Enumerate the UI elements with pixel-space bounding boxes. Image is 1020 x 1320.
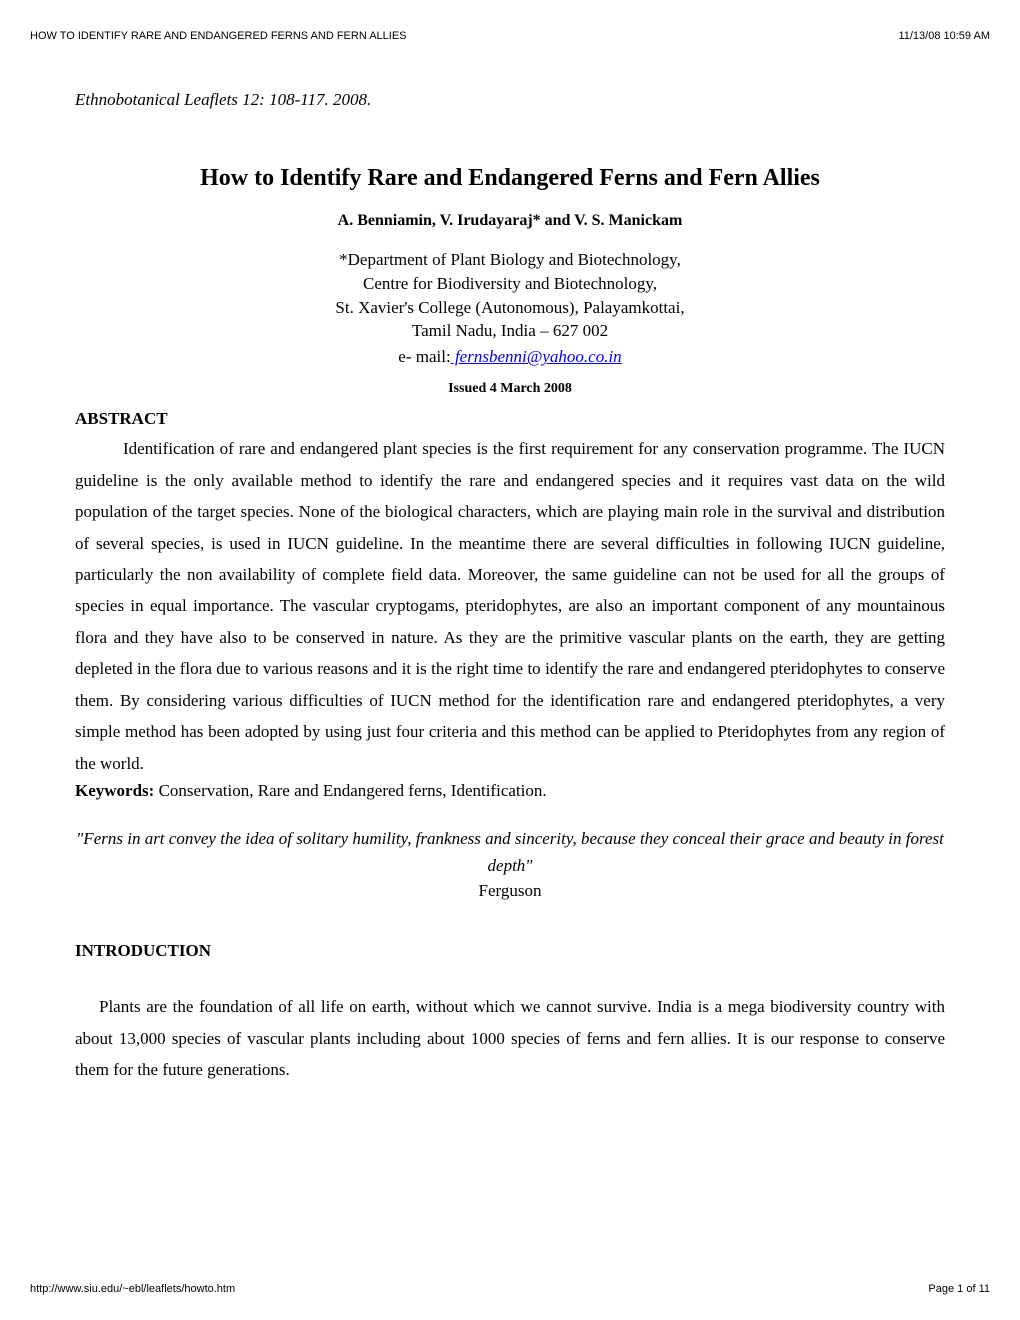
page-footer-right: Page 1 of 11 bbox=[928, 1283, 990, 1295]
keywords-text: Conservation, Rare and Endangered ferns,… bbox=[159, 781, 547, 800]
affiliation-line-2: Centre for Biodiversity and Biotechnolog… bbox=[75, 272, 945, 296]
affiliation-line-1: *Department of Plant Biology and Biotech… bbox=[75, 248, 945, 272]
keywords-line: Keywords: Conservation, Rare and Endange… bbox=[75, 781, 945, 801]
page-header-right: 11/13/08 10:59 AM bbox=[898, 30, 990, 42]
affiliation-line-4: Tamil Nadu, India – 627 002 bbox=[75, 319, 945, 343]
journal-citation: Ethnobotanical Leaflets 12: 108-117. 200… bbox=[75, 90, 945, 110]
introduction-heading: INTRODUCTION bbox=[75, 941, 945, 961]
affiliation-block: *Department of Plant Biology and Biotech… bbox=[75, 248, 945, 343]
abstract-heading: ABSTRACT bbox=[75, 409, 945, 429]
email-label: e- mail: bbox=[398, 347, 450, 366]
page-footer-left: http://www.siu.edu/~ebl/leaflets/howto.h… bbox=[30, 1283, 235, 1295]
paper-title: How to Identify Rare and Endangered Fern… bbox=[75, 165, 945, 192]
keywords-label: Keywords: bbox=[75, 781, 159, 800]
introduction-text: Plants are the foundation of all life on… bbox=[75, 991, 945, 1085]
epigraph-quote: "Ferns in art convey the idea of solitar… bbox=[75, 825, 945, 879]
abstract-text: Identification of rare and endangered pl… bbox=[75, 433, 945, 779]
affiliation-line-3: St. Xavier's College (Autonomous), Palay… bbox=[75, 296, 945, 320]
email-line: e- mail: fernsbenni@yahoo.co.in bbox=[75, 347, 945, 367]
epigraph-author: Ferguson bbox=[75, 881, 945, 901]
page-content: Ethnobotanical Leaflets 12: 108-117. 200… bbox=[0, 0, 1020, 1126]
page-header-left: HOW TO IDENTIFY RARE AND ENDANGERED FERN… bbox=[30, 30, 407, 42]
email-link[interactable]: fernsbenni@yahoo.co.in bbox=[451, 347, 622, 366]
issued-date: Issued 4 March 2008 bbox=[75, 381, 945, 397]
paper-authors: A. Benniamin, V. Irudayaraj* and V. S. M… bbox=[75, 212, 945, 230]
